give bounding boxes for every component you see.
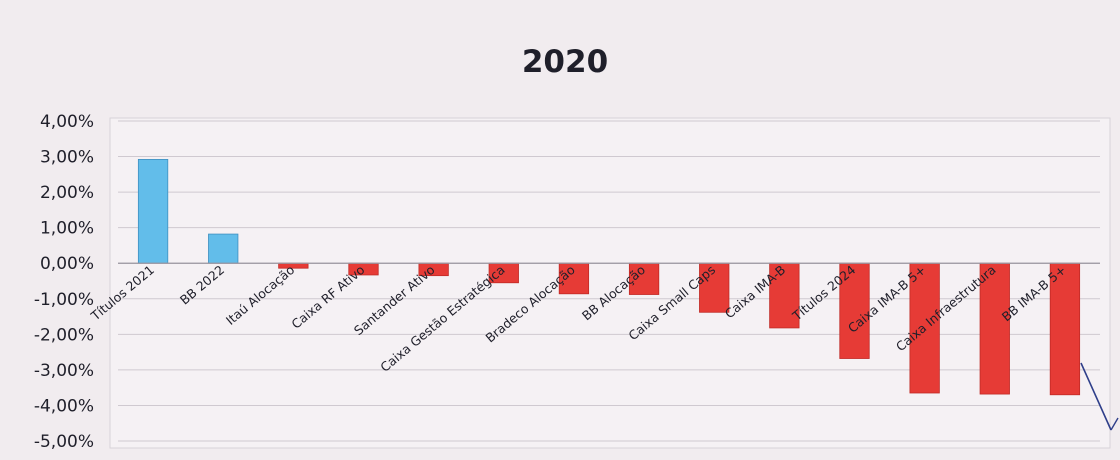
- y-tick-label: 1,00%: [40, 219, 94, 239]
- y-tick-label: -2,00%: [34, 325, 94, 345]
- y-tick-label: -1,00%: [34, 290, 94, 310]
- bar: [558, 262, 590, 295]
- y-tick-label: -4,00%: [34, 396, 94, 416]
- bar: [839, 262, 870, 359]
- bar: [1049, 262, 1081, 396]
- pen-stroke: [1080, 362, 1112, 431]
- chart-title: 2020: [522, 44, 608, 80]
- bars: [137, 158, 1081, 396]
- y-axis-tick-labels: 4,00% 3,00% 2,00% 1,00% 0,00% -1,00% -2,00% -3,…: [34, 112, 94, 452]
- bar: [137, 158, 169, 264]
- plot-area: [109, 117, 1111, 449]
- y-tick-label: 3,00%: [40, 148, 94, 168]
- y-tick-label: 0,00%: [40, 254, 94, 274]
- y-tick-label: -5,00%: [34, 432, 94, 452]
- y-tick-label: 4,00%: [40, 112, 94, 132]
- y-tick-label: -3,00%: [34, 361, 94, 381]
- bar: [628, 262, 660, 295]
- bar: [699, 262, 730, 313]
- bar: [208, 233, 239, 264]
- bar: [979, 262, 1010, 395]
- y-tick-label: 2,00%: [40, 183, 94, 203]
- pen-stroke-2: [1110, 417, 1119, 431]
- bar: [909, 262, 940, 394]
